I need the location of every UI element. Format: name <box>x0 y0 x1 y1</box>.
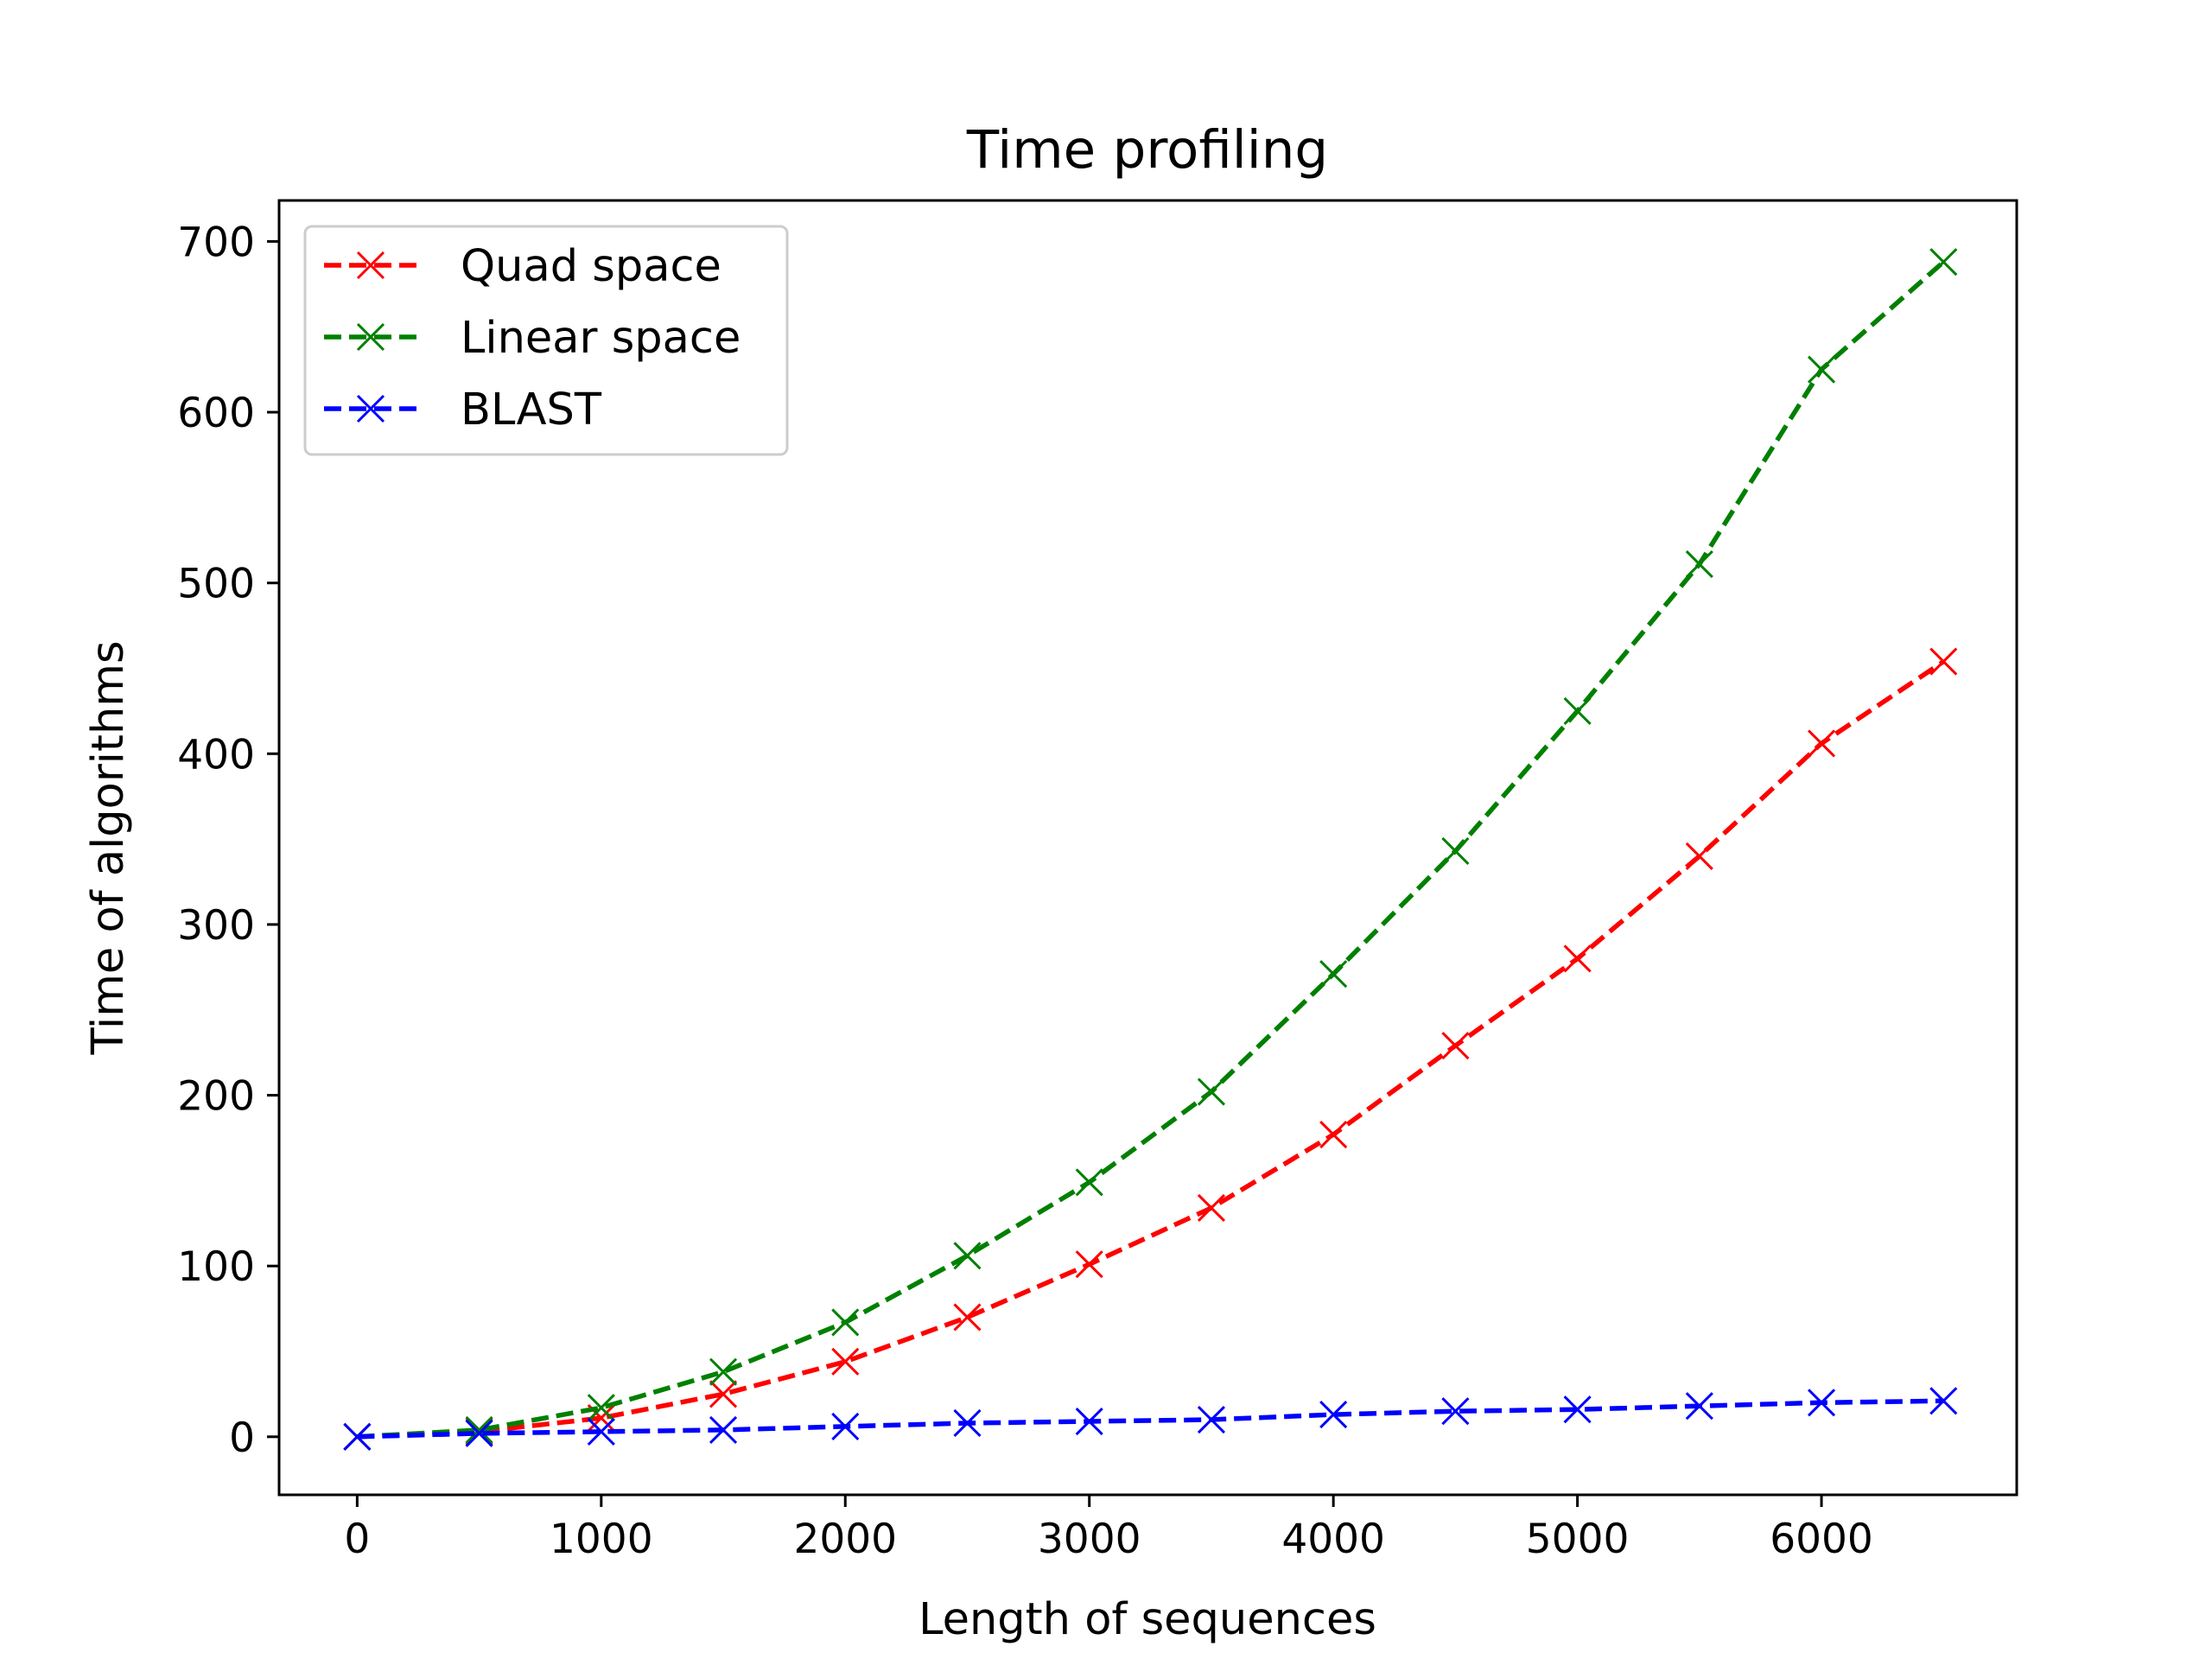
legend-label: BLAST <box>461 385 602 435</box>
legend-item: BLAST <box>324 385 602 435</box>
plot-area <box>343 248 1958 1451</box>
data-point-marker <box>1685 842 1713 870</box>
y-tick-label: 300 <box>177 902 255 950</box>
y-tick-label: 600 <box>177 390 255 437</box>
data-point-marker <box>1807 355 1836 384</box>
data-point-marker <box>1563 696 1592 725</box>
data-point-marker <box>1441 836 1470 866</box>
legend-label: Quad space <box>461 241 721 292</box>
legend-marker <box>356 251 385 280</box>
x-tick-label: 1000 <box>550 1516 653 1563</box>
series-line <box>357 659 1945 1440</box>
x-axis-label: Length of sequences <box>918 1594 1376 1645</box>
x-tick-label: 6000 <box>1770 1516 1873 1563</box>
x-tick-label: 4000 <box>1281 1516 1385 1563</box>
data-point-marker <box>1807 1389 1836 1417</box>
data-point-marker <box>1319 960 1348 988</box>
series-line <box>357 1398 1944 1440</box>
y-tick-label: 700 <box>177 219 255 266</box>
legend-item: Linear space <box>324 313 741 364</box>
data-point-marker <box>953 1303 982 1332</box>
legend-marker <box>356 394 385 423</box>
data-point-marker <box>831 1308 860 1337</box>
data-point-marker <box>1197 1193 1226 1223</box>
data-point-marker <box>587 1394 615 1422</box>
data-point-marker <box>831 1412 860 1441</box>
x-tick-label: 5000 <box>1526 1516 1630 1563</box>
chart-title: Time profiling <box>966 119 1328 181</box>
data-point-marker <box>1319 1401 1348 1429</box>
data-point-marker <box>709 1380 738 1408</box>
data-point-marker <box>1075 1168 1103 1197</box>
x-tick-label: 3000 <box>1038 1516 1141 1563</box>
data-point-marker <box>1685 550 1713 579</box>
y-tick-label: 200 <box>177 1073 255 1121</box>
data-point-marker <box>1441 1397 1470 1426</box>
series-blast <box>343 1387 1958 1451</box>
data-point-marker <box>709 1415 738 1444</box>
data-point-marker <box>465 1415 493 1444</box>
legend-entries: Quad space Linear space BLAST <box>324 241 741 435</box>
data-point-marker <box>1929 647 1958 676</box>
data-point-marker <box>709 1357 738 1386</box>
data-point-marker <box>1075 1407 1103 1436</box>
legend-label: Linear space <box>461 313 741 364</box>
data-point-marker <box>1197 1405 1226 1434</box>
data-point-marker <box>1563 944 1592 973</box>
data-point-marker <box>587 1417 615 1446</box>
data-point-marker <box>1807 729 1836 758</box>
data-point-marker <box>1075 1250 1103 1279</box>
data-point-marker <box>1319 1120 1348 1149</box>
y-tick-label: 400 <box>177 731 255 779</box>
axes-frame <box>277 199 2018 1497</box>
y-tick-label: 0 <box>229 1414 255 1462</box>
y-axis-label: Time of algorithms <box>83 640 134 1055</box>
y-tick-label: 500 <box>177 561 255 608</box>
axis-ticks: 0 1000 2000 3000 4000 5000 6000 0 100 200 300 400 50… <box>177 219 1873 1563</box>
data-point-marker <box>1197 1077 1226 1106</box>
data-point-marker <box>1441 1032 1470 1060</box>
series-linear-space <box>343 248 1958 1451</box>
legend-item: Quad space <box>324 241 721 292</box>
legend-marker <box>356 322 385 352</box>
y-tick-label: 100 <box>177 1243 255 1291</box>
legend: Quad space Linear space BLAST <box>303 225 789 456</box>
series-line <box>357 260 1946 1440</box>
data-point-marker <box>465 1419 493 1447</box>
data-point-marker <box>1685 1392 1713 1421</box>
data-point-marker <box>1929 248 1958 276</box>
legend-frame <box>303 225 789 456</box>
data-point-marker <box>343 1422 372 1451</box>
data-point-marker <box>953 1408 982 1438</box>
data-point-marker <box>831 1347 860 1376</box>
x-tick-label: 2000 <box>793 1516 897 1563</box>
data-point-marker <box>953 1242 982 1270</box>
data-point-marker <box>1563 1395 1592 1424</box>
x-tick-label: 0 <box>344 1516 370 1563</box>
data-point-marker <box>1929 1387 1958 1415</box>
